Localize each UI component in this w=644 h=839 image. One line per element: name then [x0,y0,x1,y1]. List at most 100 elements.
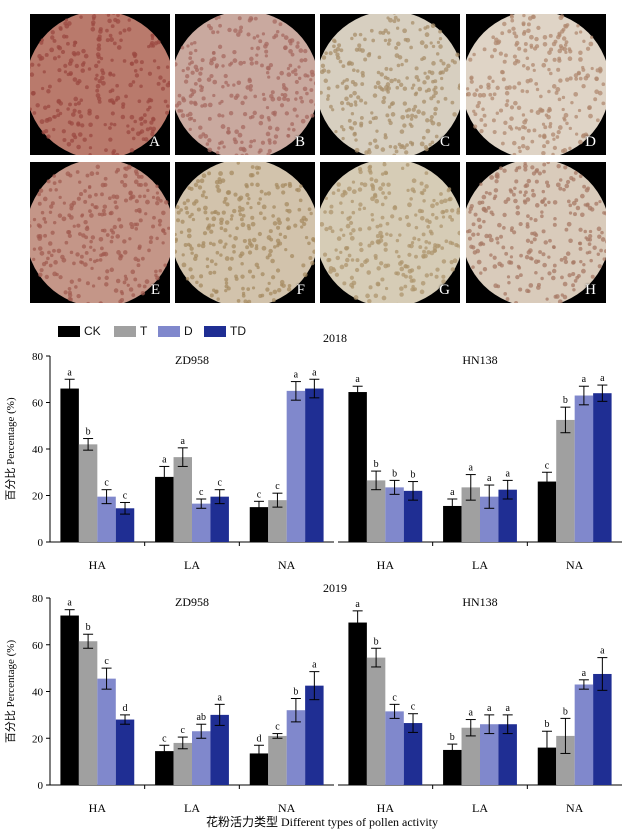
x-tick-label: HA [89,558,107,572]
significance-letter: c [199,487,204,498]
legend-label: TD [230,324,246,338]
y-tick-label: 0 [38,780,44,792]
bar [210,714,229,785]
micrograph-panel-a: A [30,14,170,155]
bar [78,641,98,785]
bar [192,731,211,785]
significance-letter: b [86,427,91,438]
chart-title: ZD958 [175,353,209,367]
significance-letter: a [67,367,72,378]
bar [461,727,480,785]
panel-label: E [150,282,160,298]
significance-letter: a [450,487,455,498]
micrograph-grid: A B C D E F G H [30,14,606,306]
bar [593,673,612,785]
significance-letter: a [355,374,360,385]
bar [155,751,174,785]
y-tick-label: 20 [32,733,44,745]
panel-label: G [439,282,450,298]
significance-letter: a [469,708,474,719]
y-tick-label: 80 [32,351,44,363]
bar [348,392,367,542]
micrograph-field [466,162,606,303]
chart-title: HN138 [462,595,497,609]
y-tick-label: 40 [32,444,44,456]
significance-letter: a [582,668,587,679]
bar [155,476,174,542]
y-axis-label: 百分比 Percentage (%) [4,640,17,744]
significance-letter: a [217,692,222,703]
significance-letter: c [181,725,186,736]
chart-panel-1: 2018 ZD958 0 20 40 60 80 百分比 Percentage (%) HA a b… [4,331,347,572]
bar [366,480,386,542]
bar [348,622,367,785]
significance-letter: a [582,374,587,385]
bar [97,496,116,542]
significance-letter: a [67,598,72,609]
significance-letter: c [104,656,109,667]
x-tick-label: NA [278,801,296,815]
bar [556,735,575,785]
bar [268,735,287,785]
significance-letter: b [392,468,397,479]
legend-label: T [140,324,148,338]
significance-letter: c [275,481,280,492]
significance-letter: c [123,490,128,501]
y-tick-label: 80 [32,593,44,605]
bar [173,742,192,785]
bar [97,678,116,785]
bar [210,496,229,542]
significance-letter: a [162,454,167,465]
bar [403,490,423,542]
significance-letter: b [450,732,455,743]
x-tick-label: NA [278,558,296,572]
year-label: 2019 [323,581,347,595]
significance-letter: a [600,373,605,384]
panel-label: A [149,134,160,150]
bar [249,507,269,542]
micrograph-panel-c: C [320,14,460,155]
significance-letter: a [487,703,492,714]
significance-letter: c [162,733,167,744]
legend-label: D [184,324,193,338]
legend-swatch [204,326,226,337]
legend-label: CK [84,324,101,338]
x-tick-label: LA [184,801,200,815]
significance-letter: a [355,599,360,610]
significance-letter: c [104,478,109,489]
bar [115,508,135,542]
micrograph-field [320,162,460,303]
significance-letter: c [275,722,280,733]
bar [574,395,594,542]
significance-letter: b [563,395,568,406]
chart-panel-4: HN138 HA a b c c LA b a a a NA b b a a [338,595,622,815]
significance-letter: a [469,463,474,474]
bar [498,489,517,542]
micrograph-field [175,162,315,303]
micrograph-panel-e: E [30,162,170,303]
significance-letter: a [487,473,492,484]
bar [192,503,211,542]
micrograph-field [30,162,170,303]
micrograph-panel-f: F [175,162,315,303]
bar [537,481,557,542]
bar [498,724,517,785]
bar [403,723,423,785]
significance-letter: a [294,370,299,381]
bar [60,615,79,785]
y-tick-label: 40 [32,687,44,699]
significance-letter: a [505,468,510,479]
significance-letter: b [374,636,379,647]
micrograph-panel-d: D [466,14,606,155]
y-tick-label: 0 [38,537,44,549]
micrograph-field [466,14,606,155]
y-tick-label: 20 [32,491,44,503]
bar [556,419,575,542]
panel-label: D [585,134,596,150]
bar [593,393,612,542]
significance-letter: b [411,470,416,481]
micrograph-field [30,14,170,155]
panel-label: H [585,282,596,298]
panel-label: C [439,134,450,150]
